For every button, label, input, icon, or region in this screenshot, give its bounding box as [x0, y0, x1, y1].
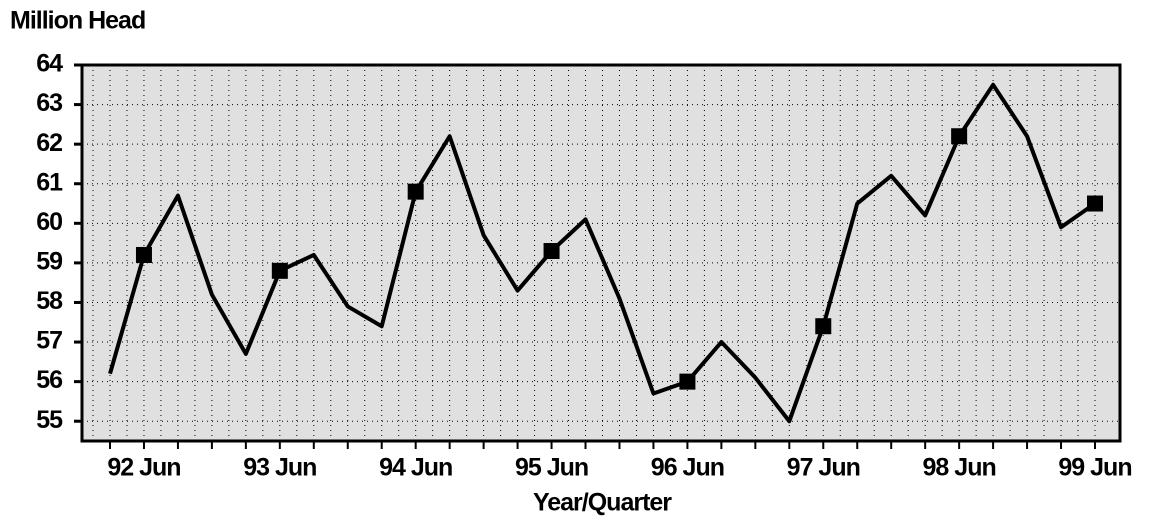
- y-tick-label: 64: [36, 50, 63, 78]
- x-tick-label: 94 Jun: [379, 454, 452, 482]
- line: [108, 82, 1097, 424]
- x-tick-label: 95 Jun: [515, 454, 588, 482]
- marker: [407, 183, 424, 200]
- y-tick-label: 63: [36, 89, 62, 117]
- marker: [271, 262, 288, 279]
- marker: [1087, 195, 1103, 212]
- y-tick-label: 57: [36, 327, 62, 355]
- marker: [815, 318, 832, 335]
- x-tick-label: 97 Jun: [787, 454, 860, 482]
- x-tick-label: 98 Jun: [923, 454, 996, 482]
- x-tick-label: 99 Jun: [1058, 454, 1131, 482]
- y-tick-label: 62: [36, 129, 62, 157]
- y-tick-label: 58: [36, 287, 63, 315]
- marker: [679, 373, 696, 390]
- marker: [135, 246, 152, 263]
- marker: [951, 128, 968, 145]
- x-axis-title: Year/Quarter: [533, 489, 672, 517]
- plot-frame: [80, 63, 1122, 443]
- y-tick-label: 61: [36, 168, 63, 196]
- chart-title: Million Head: [10, 7, 145, 35]
- x-tick-label: 96 Jun: [651, 454, 724, 482]
- x-tick-label: 93 Jun: [243, 454, 316, 482]
- y-tick-label: 60: [36, 208, 62, 236]
- y-tick-label: 56: [36, 366, 62, 394]
- marker: [543, 243, 560, 260]
- y-tick-label: 59: [36, 248, 62, 276]
- y-tick-label: 55: [36, 406, 63, 434]
- x-tick-label: 92 Jun: [107, 454, 180, 482]
